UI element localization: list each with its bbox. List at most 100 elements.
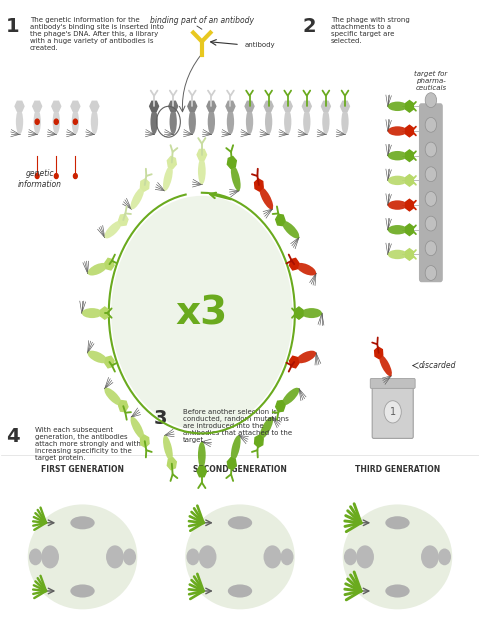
Polygon shape — [168, 156, 176, 169]
Ellipse shape — [260, 187, 273, 210]
Ellipse shape — [385, 585, 409, 598]
Polygon shape — [406, 224, 413, 236]
Ellipse shape — [231, 435, 240, 461]
Ellipse shape — [53, 109, 60, 135]
Polygon shape — [168, 458, 176, 470]
Text: discarded: discarded — [419, 361, 456, 370]
Text: 2: 2 — [302, 17, 316, 36]
Text: The genetic information for the
antibody's binding site is inserted into
the pha: The genetic information for the antibody… — [30, 17, 164, 51]
Polygon shape — [289, 356, 299, 368]
Ellipse shape — [71, 585, 95, 598]
Ellipse shape — [104, 221, 121, 239]
Ellipse shape — [163, 166, 173, 191]
Text: x3: x3 — [176, 294, 228, 332]
Polygon shape — [406, 175, 413, 186]
Ellipse shape — [296, 351, 316, 363]
Polygon shape — [33, 101, 42, 111]
Ellipse shape — [282, 221, 299, 239]
Ellipse shape — [131, 417, 144, 439]
Circle shape — [73, 119, 77, 125]
Ellipse shape — [28, 505, 137, 609]
Polygon shape — [226, 101, 235, 111]
Polygon shape — [283, 101, 292, 111]
Polygon shape — [295, 307, 303, 319]
Polygon shape — [15, 101, 24, 111]
Circle shape — [421, 546, 439, 569]
Ellipse shape — [82, 308, 102, 318]
Circle shape — [425, 241, 437, 255]
Circle shape — [123, 549, 136, 565]
Polygon shape — [90, 101, 99, 111]
Polygon shape — [264, 101, 273, 111]
FancyBboxPatch shape — [372, 385, 413, 438]
Ellipse shape — [208, 109, 215, 135]
Text: 1: 1 — [390, 407, 396, 417]
Text: target for
pharma-
ceuticals: target for pharma- ceuticals — [414, 71, 447, 91]
Ellipse shape — [198, 441, 206, 468]
Text: With each subsequent
generation, the antibodies
attach more strongly and with
in: With each subsequent generation, the ant… — [35, 427, 141, 461]
Polygon shape — [52, 101, 61, 111]
Ellipse shape — [131, 187, 144, 210]
Text: FIRST GENERATION: FIRST GENERATION — [41, 464, 124, 474]
Polygon shape — [169, 101, 178, 111]
Circle shape — [425, 117, 437, 132]
Ellipse shape — [228, 585, 252, 598]
Circle shape — [29, 549, 42, 565]
Polygon shape — [254, 179, 263, 191]
Circle shape — [344, 549, 357, 565]
Polygon shape — [228, 156, 236, 169]
Ellipse shape — [228, 516, 252, 529]
FancyBboxPatch shape — [370, 379, 415, 388]
Text: 1: 1 — [6, 17, 20, 36]
Text: The phage with strong
attachments to a
specific target are
selected.: The phage with strong attachments to a s… — [331, 17, 409, 44]
Text: Before another selection is
conducted, random mutations
are introduced into the
: Before another selection is conducted, r… — [183, 409, 292, 443]
Polygon shape — [105, 356, 114, 368]
Text: genetic
information: genetic information — [18, 169, 61, 188]
Ellipse shape — [189, 109, 196, 135]
Polygon shape — [322, 101, 330, 111]
Polygon shape — [197, 149, 206, 160]
Polygon shape — [101, 307, 109, 319]
FancyBboxPatch shape — [419, 104, 443, 282]
Circle shape — [54, 174, 58, 179]
Ellipse shape — [104, 388, 121, 405]
Ellipse shape — [71, 516, 95, 529]
Ellipse shape — [301, 308, 322, 318]
Ellipse shape — [388, 102, 407, 111]
Polygon shape — [207, 101, 216, 111]
Circle shape — [425, 216, 437, 231]
Ellipse shape — [385, 516, 409, 529]
Ellipse shape — [72, 109, 79, 135]
Ellipse shape — [91, 109, 98, 135]
Ellipse shape — [260, 417, 273, 439]
Polygon shape — [141, 435, 149, 447]
Text: antibody: antibody — [245, 42, 276, 48]
Circle shape — [438, 549, 451, 565]
Text: binding part of an antibody: binding part of an antibody — [150, 16, 254, 25]
Ellipse shape — [388, 250, 407, 259]
Circle shape — [425, 167, 437, 182]
Polygon shape — [141, 179, 149, 191]
Circle shape — [54, 119, 58, 125]
Ellipse shape — [34, 109, 41, 135]
Ellipse shape — [296, 263, 316, 275]
Circle shape — [425, 192, 437, 206]
Polygon shape — [150, 101, 158, 111]
Circle shape — [35, 174, 39, 179]
Polygon shape — [119, 401, 128, 412]
Ellipse shape — [303, 109, 311, 135]
Polygon shape — [375, 347, 383, 358]
Ellipse shape — [284, 109, 291, 135]
Polygon shape — [276, 215, 285, 226]
Polygon shape — [302, 101, 311, 111]
Ellipse shape — [341, 109, 348, 135]
Circle shape — [384, 401, 401, 423]
Ellipse shape — [227, 109, 234, 135]
Circle shape — [186, 549, 199, 565]
Polygon shape — [406, 100, 413, 112]
Circle shape — [106, 546, 124, 569]
Polygon shape — [254, 435, 263, 447]
Polygon shape — [71, 101, 80, 111]
Polygon shape — [276, 401, 285, 412]
Text: 3: 3 — [154, 409, 168, 428]
